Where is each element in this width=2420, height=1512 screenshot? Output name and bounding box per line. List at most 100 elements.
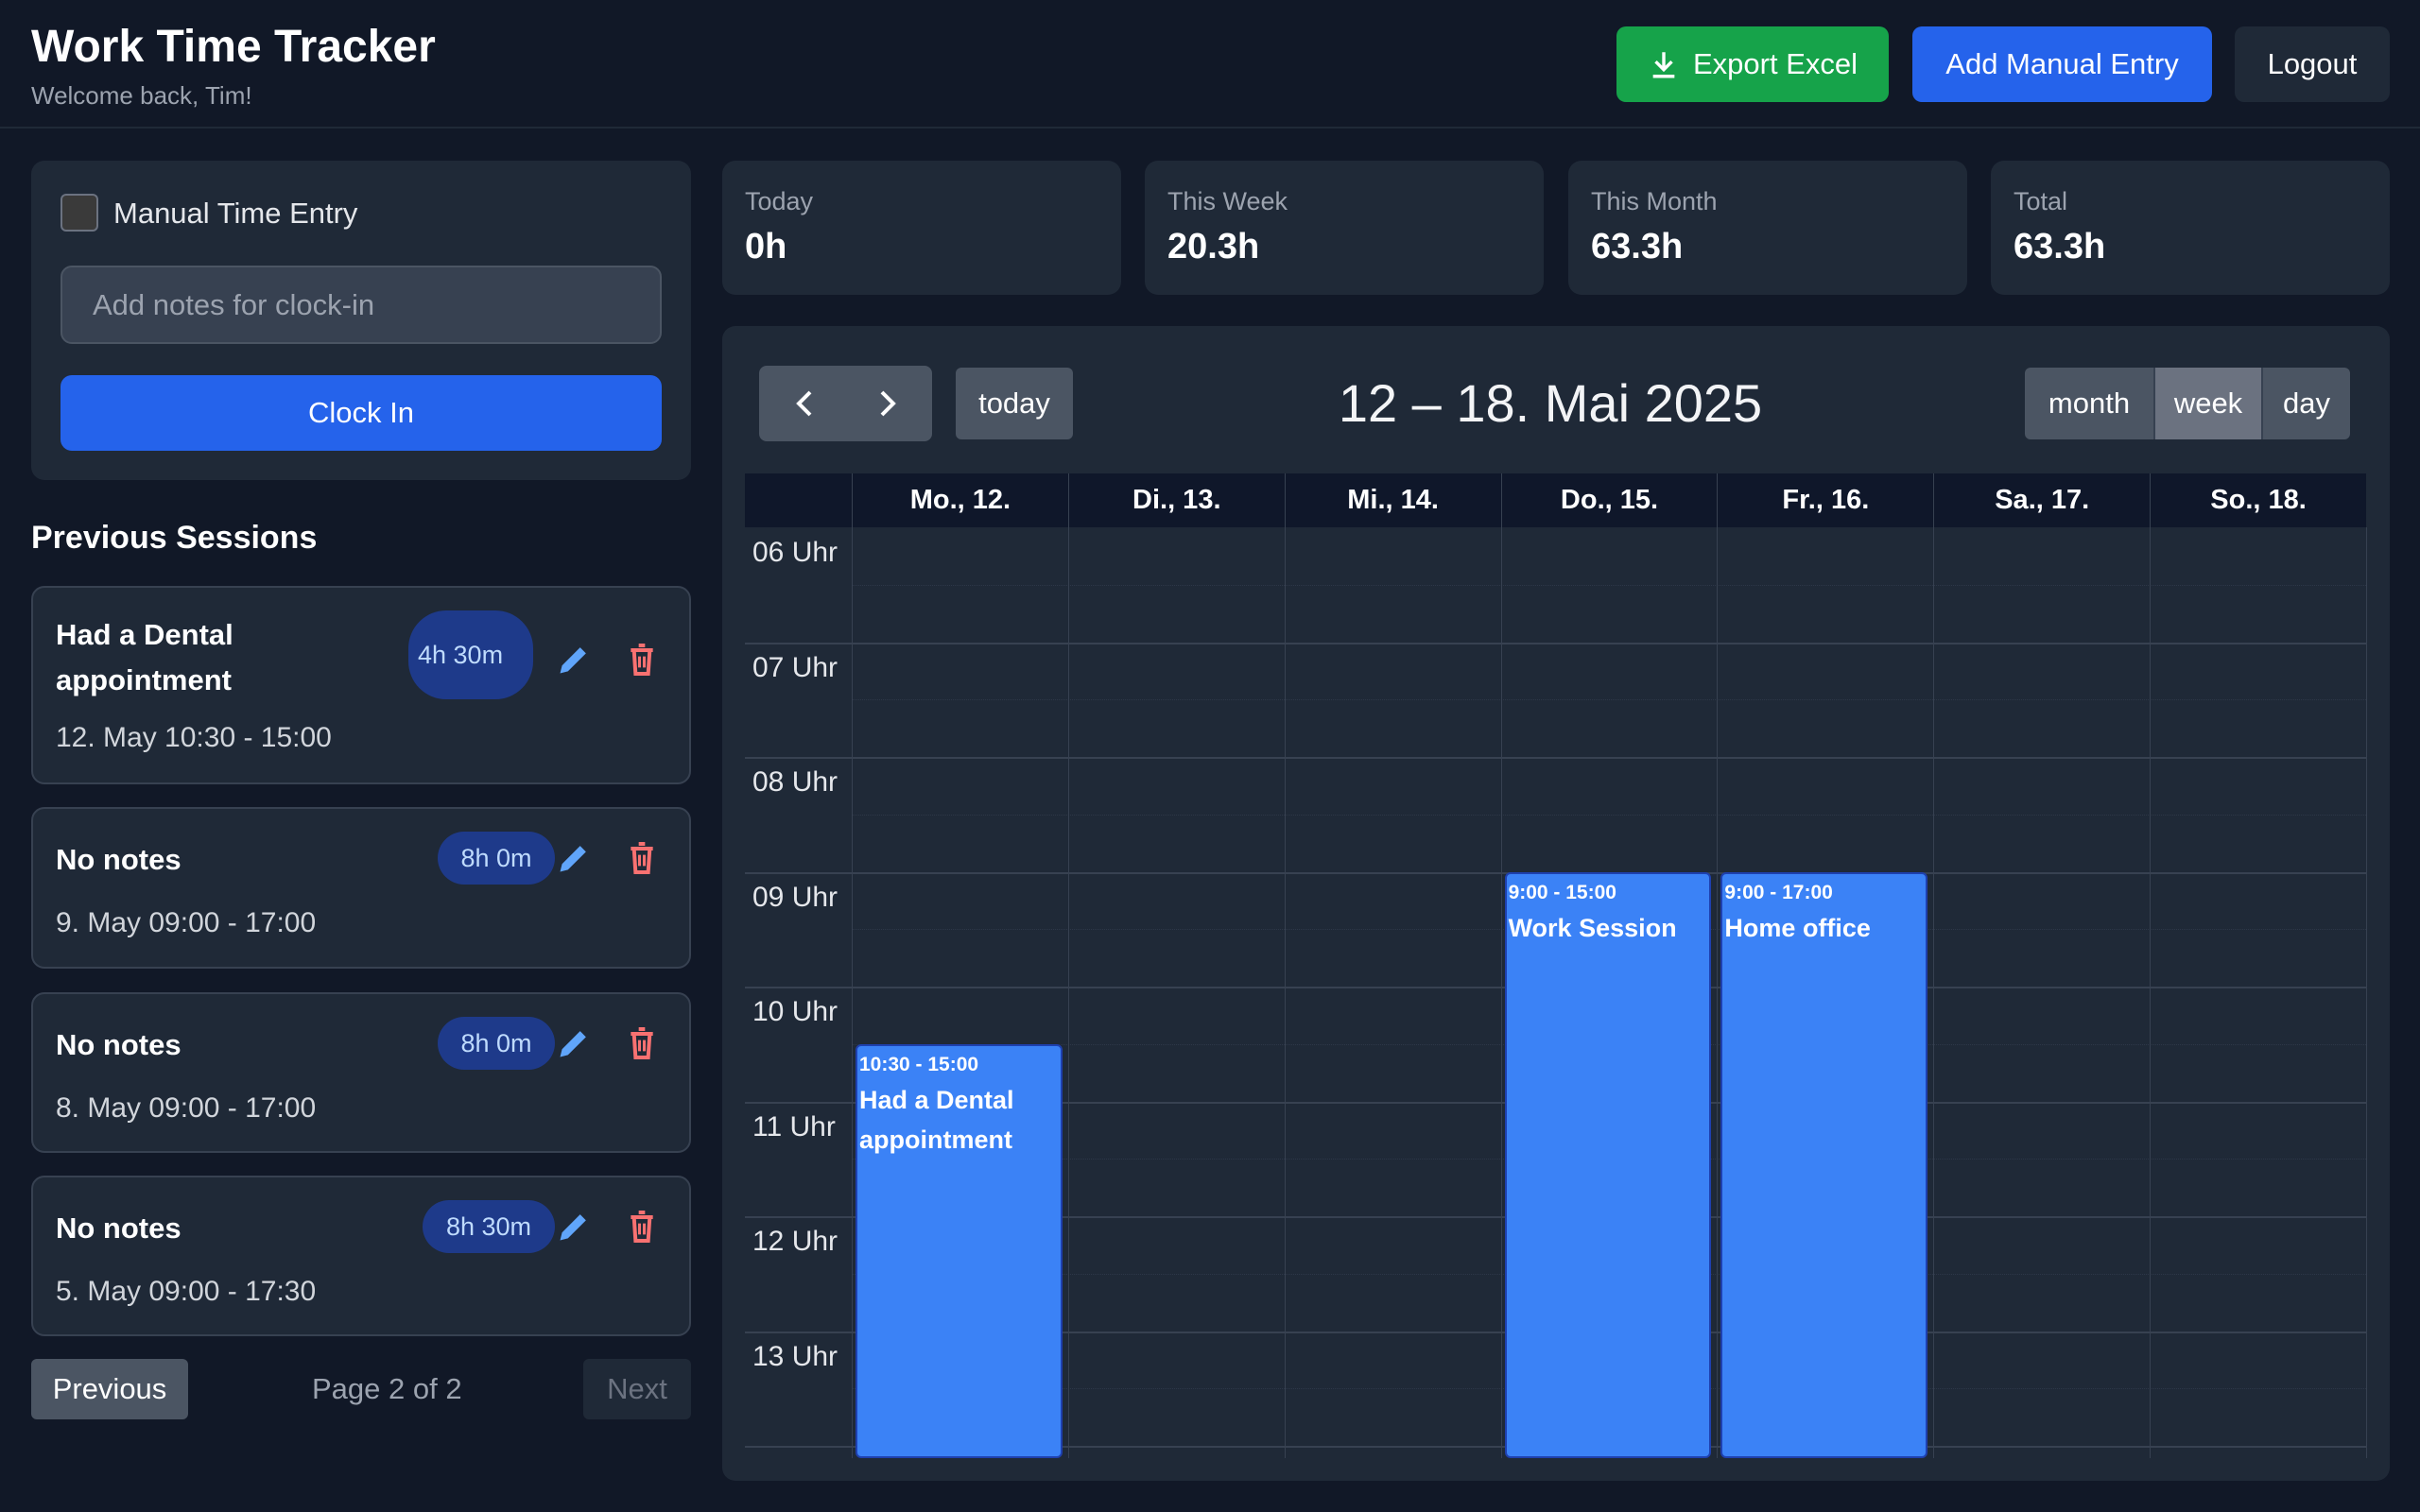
session-time: 8. May 09:00 - 17:00 — [56, 1092, 317, 1124]
edit-icon[interactable] — [555, 1208, 593, 1246]
half-hour-line — [852, 699, 2366, 701]
session-time: 5. May 09:00 - 17:30 — [56, 1276, 317, 1307]
app-title: Work Time Tracker — [31, 22, 436, 72]
next-week-button[interactable] — [846, 366, 931, 441]
day-column-line — [1500, 527, 1502, 1458]
day-column-line — [1067, 527, 1069, 1458]
manual-entry-checkbox[interactable] — [60, 194, 98, 232]
app-header: Work Time Tracker Welcome back, Tim! Exp… — [0, 0, 2420, 129]
session-time: 12. May 10:30 - 15:00 — [56, 722, 332, 753]
edit-icon[interactable] — [555, 641, 593, 679]
day-column-line — [1933, 527, 1935, 1458]
hour-label: 11 Uhr — [752, 1110, 836, 1143]
session-title: Had a Dental appointment — [56, 618, 233, 696]
event-time: 9:00 - 15:00 — [1508, 881, 1616, 903]
duration-badge: 8h 30m — [423, 1200, 555, 1253]
day-column-line — [1717, 527, 1719, 1458]
logout-button[interactable]: Logout — [2235, 26, 2390, 102]
hour-line — [745, 757, 2366, 759]
welcome-text: Welcome back, Tim! — [31, 81, 252, 110]
delete-icon[interactable] — [623, 1208, 661, 1246]
view-switcher: month week day — [2025, 368, 2350, 439]
half-hour-line — [852, 584, 2366, 586]
stat-card: This Month 63.3h — [1568, 161, 1967, 295]
session-card: No notes 5. May 09:00 - 17:30 8h 30m — [31, 1176, 691, 1336]
stat-card: Total 63.3h — [1991, 161, 2390, 295]
view-month-button[interactable]: month — [2025, 368, 2153, 439]
day-header[interactable]: Fr., 16. — [1717, 473, 1934, 527]
event-title: Had a Dental appointment — [859, 1085, 1014, 1154]
download-icon — [1652, 52, 1675, 78]
page-info: Page 2 of 2 — [312, 1372, 462, 1405]
event-time: 9:00 - 17:00 — [1724, 881, 1833, 903]
edit-icon[interactable] — [555, 839, 593, 877]
event-title: Work Session — [1508, 913, 1677, 942]
hour-label: 07 Uhr — [752, 651, 838, 683]
manual-entry-label: Manual Time Entry — [113, 197, 358, 230]
view-day-button[interactable]: day — [2261, 368, 2350, 439]
add-manual-entry-button[interactable]: Add Manual Entry — [1912, 26, 2212, 102]
day-header[interactable]: So., 18. — [2150, 473, 2366, 527]
clock-in-notes-input[interactable] — [60, 266, 662, 344]
stat-value: 0h — [745, 227, 787, 266]
day-header[interactable]: Do., 15. — [1500, 473, 1718, 527]
day-header[interactable]: Di., 13. — [1067, 473, 1285, 527]
event-title: Home office — [1724, 913, 1871, 942]
day-header[interactable]: Sa., 17. — [1933, 473, 2151, 527]
week-grid: Mo., 12. Di., 13. Mi., 14. Do., 15. Fr., 16.… — [745, 473, 2367, 1458]
stat-value: 63.3h — [1591, 227, 1684, 266]
duration-badge: 8h 0m — [438, 832, 555, 885]
hour-label: 06 Uhr — [752, 537, 838, 568]
day-column-line — [2366, 527, 2367, 1458]
stat-label: This Month — [1591, 187, 1718, 215]
view-week-button[interactable]: week — [2153, 368, 2261, 439]
export-label: Export Excel — [1692, 47, 1858, 80]
session-title: No notes — [56, 1211, 182, 1245]
event-time: 10:30 - 15:00 — [859, 1053, 979, 1075]
clock-in-button[interactable]: Clock In — [60, 375, 662, 451]
session-time: 9. May 09:00 - 17:00 — [56, 907, 317, 938]
calendar-nav — [759, 366, 932, 441]
export-excel-button[interactable]: Export Excel — [1616, 26, 1889, 102]
calendar-event[interactable]: 9:00 - 15:00 Work Session — [1504, 871, 1712, 1458]
previous-page-button[interactable]: Previous — [31, 1359, 188, 1419]
next-page-button[interactable]: Next — [583, 1359, 691, 1419]
stat-label: Total — [2014, 187, 2068, 215]
half-hour-line — [852, 814, 2366, 816]
gutter-header — [745, 473, 852, 527]
hour-label: 10 Uhr — [752, 996, 838, 1027]
session-card: No notes 8. May 09:00 - 17:00 8h 0m — [31, 992, 691, 1153]
calendar-event[interactable]: 9:00 - 17:00 Home office — [1720, 871, 1928, 1458]
delete-icon[interactable] — [623, 641, 661, 679]
stat-value: 63.3h — [2014, 227, 2106, 266]
hour-label: 13 Uhr — [752, 1340, 838, 1372]
stat-label: This Week — [1167, 187, 1288, 215]
delete-icon[interactable] — [623, 839, 661, 877]
stat-value: 20.3h — [1167, 227, 1260, 266]
hour-label: 09 Uhr — [752, 881, 838, 913]
calendar-title: 12 – 18. Mai 2025 — [1338, 373, 1763, 433]
session-card: No notes 9. May 09:00 - 17:00 8h 0m — [31, 807, 691, 969]
stat-card: This Week 20.3h — [1145, 161, 1544, 295]
hour-label: 12 Uhr — [752, 1226, 838, 1257]
hour-label: 08 Uhr — [752, 766, 838, 798]
duration-badge: 4h 30m — [408, 610, 533, 699]
session-title: No notes — [56, 1028, 182, 1061]
previous-sessions-heading: Previous Sessions — [31, 520, 318, 556]
session-title: No notes — [56, 843, 182, 876]
day-header[interactable]: Mi., 14. — [1284, 473, 1501, 527]
hour-line — [745, 642, 2366, 644]
day-column-line — [2150, 527, 2152, 1458]
day-column-line — [852, 527, 853, 1458]
day-column-line — [1284, 527, 1286, 1458]
session-card: Had a Dental appointment 12. May 10:30 -… — [31, 586, 691, 784]
calendar-event[interactable]: 10:30 - 15:00 Had a Dental appointment — [856, 1043, 1063, 1458]
stat-card: Today 0h — [722, 161, 1121, 295]
prev-week-button[interactable] — [761, 366, 846, 441]
edit-icon[interactable] — [555, 1024, 593, 1062]
stat-label: Today — [745, 187, 814, 215]
delete-icon[interactable] — [623, 1024, 661, 1062]
day-header[interactable]: Mo., 12. — [852, 473, 1068, 527]
today-button[interactable]: today — [956, 368, 1073, 439]
duration-badge: 8h 0m — [438, 1017, 555, 1070]
